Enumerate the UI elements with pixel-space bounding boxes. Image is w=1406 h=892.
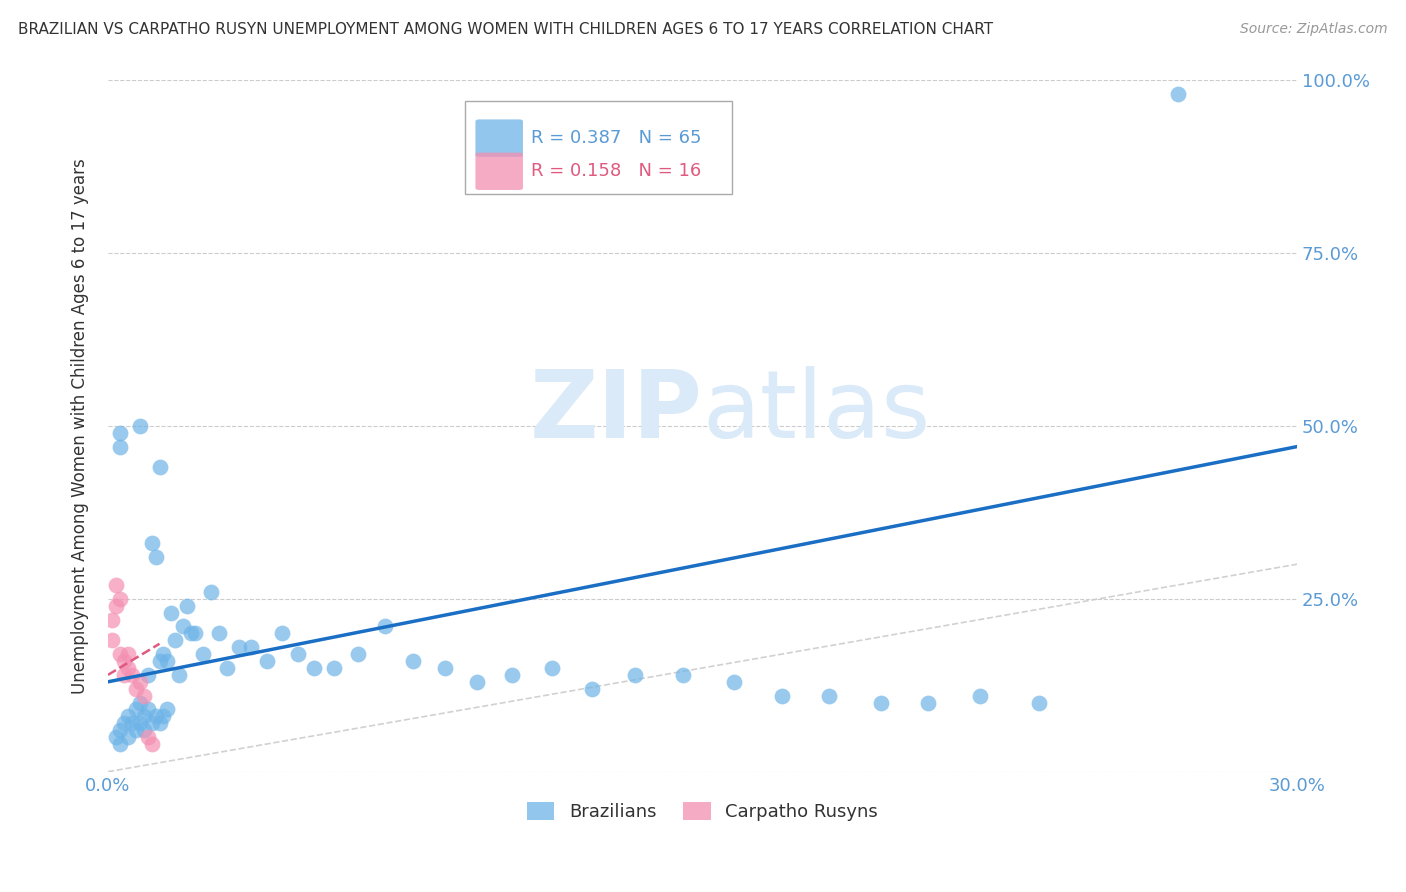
Point [108, 737, 131, 751]
Point [152, 647, 174, 661]
Point [208, 626, 231, 640]
Point [917, 696, 939, 710]
Point [1167, 87, 1189, 101]
Point [132, 709, 155, 723]
Point [402, 654, 425, 668]
Y-axis label: Unemployment Among Women with Children Ages 6 to 17 years: Unemployment Among Women with Children A… [72, 158, 89, 694]
Point [176, 599, 198, 613]
Point [465, 674, 488, 689]
Point [108, 591, 131, 606]
Point [433, 661, 456, 675]
FancyBboxPatch shape [475, 120, 523, 157]
Point [184, 626, 207, 640]
Point [112, 668, 135, 682]
Text: BRAZILIAN VS CARPATHO RUSYN UNEMPLOYMENT AMONG WOMEN WITH CHILDREN AGES 6 TO 17 : BRAZILIAN VS CARPATHO RUSYN UNEMPLOYMENT… [18, 22, 994, 37]
Point [117, 730, 139, 744]
Point [125, 702, 148, 716]
Point [969, 689, 991, 703]
Point [128, 696, 150, 710]
Point [108, 647, 131, 661]
Point [128, 418, 150, 433]
Point [239, 640, 262, 655]
Point [117, 661, 139, 675]
Point [141, 737, 163, 751]
Point [136, 668, 159, 682]
Point [101, 613, 124, 627]
Point [121, 668, 143, 682]
Point [128, 674, 150, 689]
Point [108, 425, 131, 440]
Point [271, 626, 294, 640]
Point [136, 702, 159, 716]
Point [870, 696, 893, 710]
Point [125, 681, 148, 696]
Point [132, 689, 155, 703]
Point [302, 661, 325, 675]
Point [136, 730, 159, 744]
Point [200, 585, 222, 599]
Point [228, 640, 250, 655]
Point [165, 633, 187, 648]
Point [108, 723, 131, 738]
Point [145, 550, 167, 565]
Point [1028, 696, 1050, 710]
Point [287, 647, 309, 661]
Point [141, 716, 163, 731]
Point [101, 633, 124, 648]
Point [172, 619, 194, 633]
Point [256, 654, 278, 668]
Point [672, 668, 695, 682]
Point [108, 440, 131, 454]
Point [374, 619, 396, 633]
Point [117, 709, 139, 723]
Point [148, 460, 170, 475]
Point [112, 716, 135, 731]
Point [346, 647, 368, 661]
Point [104, 730, 127, 744]
Point [191, 647, 214, 661]
Point [215, 661, 238, 675]
Text: R = 0.158   N = 16: R = 0.158 N = 16 [531, 162, 702, 180]
Point [770, 689, 793, 703]
Point [128, 716, 150, 731]
Point [141, 536, 163, 550]
Point [104, 599, 127, 613]
Point [104, 578, 127, 592]
Text: Source: ZipAtlas.com: Source: ZipAtlas.com [1240, 22, 1388, 37]
Point [581, 681, 603, 696]
Text: R = 0.387   N = 65: R = 0.387 N = 65 [531, 129, 702, 147]
Point [152, 709, 174, 723]
Point [112, 654, 135, 668]
Point [148, 654, 170, 668]
Point [624, 668, 647, 682]
Text: atlas: atlas [703, 366, 931, 458]
Point [156, 654, 179, 668]
Point [145, 709, 167, 723]
Point [541, 661, 564, 675]
Point [169, 668, 191, 682]
FancyBboxPatch shape [465, 101, 733, 194]
Point [180, 626, 202, 640]
Point [818, 689, 841, 703]
Point [148, 716, 170, 731]
Legend: Brazilians, Carpatho Rusyns: Brazilians, Carpatho Rusyns [520, 795, 884, 829]
FancyBboxPatch shape [475, 153, 523, 190]
Point [160, 606, 183, 620]
Point [156, 702, 179, 716]
Point [322, 661, 344, 675]
Point [132, 723, 155, 738]
Point [121, 716, 143, 731]
Text: ZIP: ZIP [530, 366, 703, 458]
Point [723, 674, 745, 689]
Point [125, 723, 148, 738]
Point [117, 647, 139, 661]
Point [501, 668, 523, 682]
